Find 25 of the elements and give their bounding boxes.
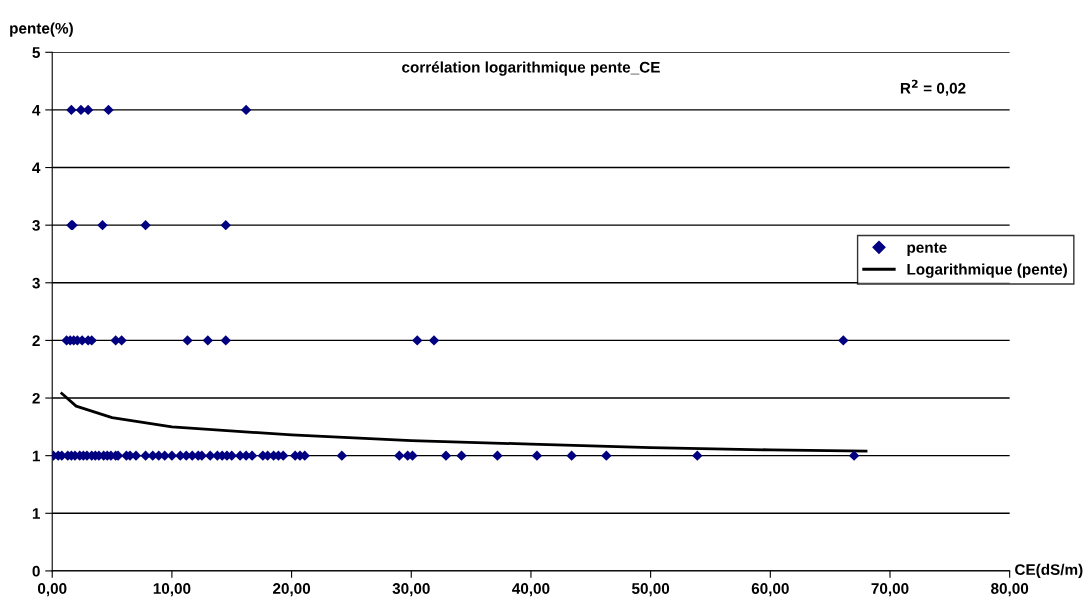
x-tick-label: 70,00 — [871, 583, 909, 597]
x-tick-label: 80,00 — [991, 583, 1029, 597]
x-tick-label: 40,00 — [512, 583, 550, 597]
x-tick-label: 50,00 — [631, 583, 670, 597]
y-tick-label: 3 — [32, 220, 40, 231]
y-tick-label: 4 — [32, 162, 41, 174]
x-tick-label: 60,00 — [751, 583, 789, 597]
y-tick-label: 2 — [32, 335, 40, 346]
x-tick-label: 20,00 — [273, 583, 311, 597]
x-tick-label: 0,00 — [37, 583, 67, 597]
y-tick-label: 4 — [32, 104, 41, 116]
y-tick-label: 1 — [32, 508, 40, 519]
x-tick-label: 10,00 — [153, 583, 191, 597]
text: corrélation logarithmique pente_CE — [402, 61, 660, 76]
y-axis-title: pente(%) — [10, 22, 73, 37]
x-axis-title: CE(dS/m) — [1015, 563, 1083, 579]
y-tick-label: 3 — [32, 277, 40, 289]
legend-label: pente — [907, 242, 947, 256]
y-tick-label: 5 — [32, 47, 40, 58]
y-tick-label: 2 — [32, 392, 40, 404]
y-tick-label: 1 — [32, 450, 40, 462]
x-tick-label: 30,00 — [392, 583, 430, 597]
legend-label: Logarithmique (pente) — [907, 263, 1067, 278]
annotation: R$^{2}$ = 0,02 — [900, 79, 966, 96]
y-tick-label: 0 — [32, 565, 40, 577]
